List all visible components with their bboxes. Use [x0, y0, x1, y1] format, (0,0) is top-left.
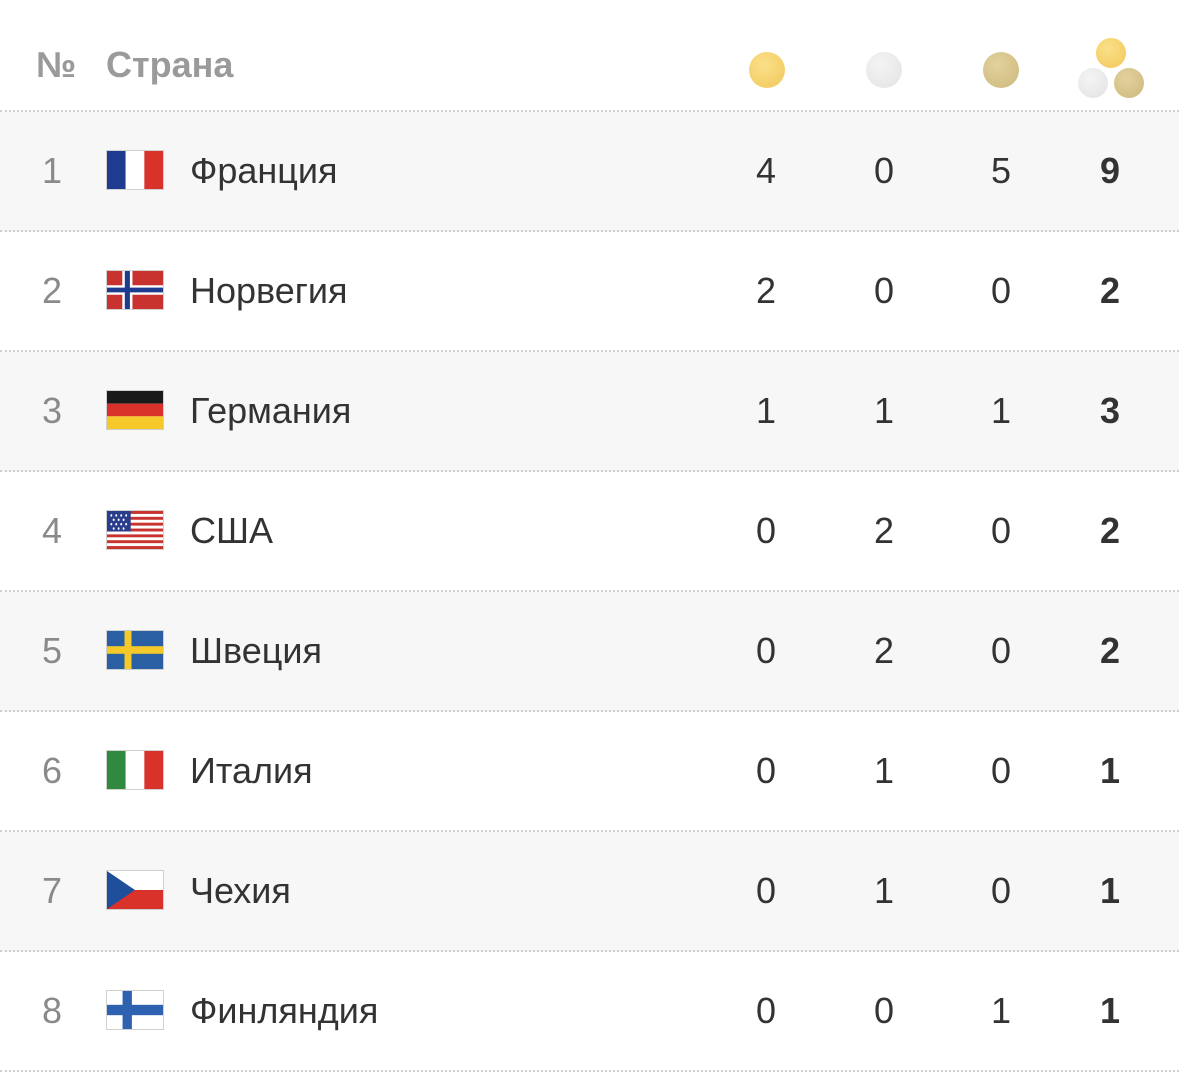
country-name[interactable]: США: [190, 510, 274, 551]
bronze-count: 1: [990, 390, 1012, 431]
gold-medal-icon[interactable]: [749, 52, 785, 88]
total-count: 2: [1099, 630, 1121, 671]
rank-cell: 3: [41, 390, 63, 431]
total-count: 2: [1099, 510, 1121, 551]
finland-flag-icon: [106, 990, 164, 1030]
gold-count: 0: [755, 750, 777, 791]
country-name[interactable]: Норвегия: [190, 270, 348, 311]
table-row[interactable]: 8 Финляндия 0 0 1 1: [0, 952, 1179, 1072]
usa-flag-icon: [106, 510, 164, 550]
silver-medal-icon[interactable]: [866, 52, 902, 88]
total-count: 2: [1099, 270, 1121, 311]
bronze-count: 0: [990, 630, 1012, 671]
gold-count: 1: [755, 390, 777, 431]
bronze-count: 0: [990, 270, 1012, 311]
total-medals-icon[interactable]: [1076, 38, 1148, 100]
silver-count: 2: [873, 630, 895, 671]
country-column-header[interactable]: Страна: [106, 44, 234, 85]
silver-count: 2: [873, 510, 895, 551]
table-row[interactable]: 3 Германия 1 1 1 3: [0, 352, 1179, 472]
bronze-medal-icon[interactable]: [983, 52, 1019, 88]
gold-count: 0: [755, 630, 777, 671]
country-name[interactable]: Чехия: [190, 870, 291, 911]
gold-count: 0: [755, 870, 777, 911]
table-row[interactable]: 6 Италия 0 1 0 1: [0, 712, 1179, 832]
country-name[interactable]: Франция: [190, 150, 338, 191]
sweden-flag-icon: [106, 630, 164, 670]
silver-count: 0: [873, 270, 895, 311]
total-count: 1: [1099, 750, 1121, 791]
bronze-count: 0: [990, 750, 1012, 791]
bronze-count: 0: [990, 870, 1012, 911]
silver-count: 1: [873, 390, 895, 431]
rank-cell: 1: [41, 150, 63, 191]
bronze-count: 1: [990, 990, 1012, 1031]
total-count: 1: [1099, 870, 1121, 911]
gold-count: 4: [755, 150, 777, 191]
silver-count: 1: [873, 750, 895, 791]
table-row[interactable]: 2 Норвегия 2 0 0 2: [0, 232, 1179, 352]
table-row[interactable]: 7 Чехия 0 1 0 1: [0, 832, 1179, 952]
rank-cell: 2: [41, 270, 63, 311]
country-name[interactable]: Италия: [190, 750, 313, 791]
germany-flag-icon: [106, 390, 164, 430]
norway-flag-icon: [106, 270, 164, 310]
table-row[interactable]: 4 США 0 2 0 2: [0, 472, 1179, 592]
bronze-count: 5: [990, 150, 1012, 191]
rank-cell: 6: [41, 750, 63, 791]
rank-column-header: №: [36, 44, 76, 85]
silver-count: 0: [873, 150, 895, 191]
gold-count: 2: [755, 270, 777, 311]
total-count: 3: [1099, 390, 1121, 431]
country-name[interactable]: Финляндия: [190, 990, 379, 1031]
gold-count: 0: [755, 510, 777, 551]
silver-count: 0: [873, 990, 895, 1031]
country-name[interactable]: Швеция: [190, 630, 322, 671]
rank-cell: 5: [41, 630, 63, 671]
silver-count: 1: [873, 870, 895, 911]
czech-flag-icon: [106, 870, 164, 910]
table-header: № Страна: [0, 0, 1179, 112]
italy-flag-icon: [106, 750, 164, 790]
table-row[interactable]: 5 Швеция 0 2 0 2: [0, 592, 1179, 712]
france-flag-icon: [106, 150, 164, 190]
total-count: 1: [1099, 990, 1121, 1031]
rank-cell: 7: [41, 870, 63, 911]
rank-cell: 8: [41, 990, 63, 1031]
total-count: 9: [1099, 150, 1121, 191]
country-name[interactable]: Германия: [190, 390, 352, 431]
rank-cell: 4: [41, 510, 63, 551]
gold-count: 0: [755, 990, 777, 1031]
table-row[interactable]: 1 Франция 4 0 5 9: [0, 112, 1179, 232]
bronze-count: 0: [990, 510, 1012, 551]
